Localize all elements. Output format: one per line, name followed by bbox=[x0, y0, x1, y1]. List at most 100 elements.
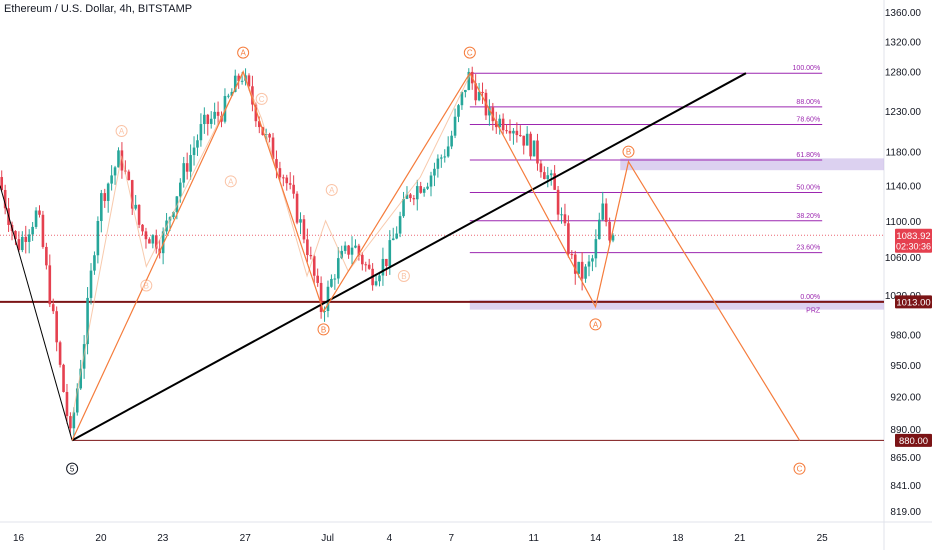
candle-body bbox=[505, 130, 508, 132]
candle-body bbox=[227, 95, 230, 97]
y-tick-label: 1100.00 bbox=[886, 217, 922, 228]
candle-body bbox=[532, 140, 536, 157]
current-price-tag-countdown: 02:30:36 bbox=[896, 241, 931, 251]
wave-label-circle bbox=[397, 269, 410, 282]
wave-label: B bbox=[140, 279, 153, 292]
wave-label-circle bbox=[140, 279, 153, 292]
candle-body bbox=[436, 158, 440, 169]
candle-body bbox=[385, 258, 388, 266]
x-tick-label: Jul bbox=[321, 533, 334, 544]
candle-body bbox=[556, 189, 560, 215]
candle-body bbox=[196, 140, 199, 148]
candle-body bbox=[237, 75, 240, 82]
candle-body bbox=[336, 258, 340, 279]
candle-body bbox=[319, 282, 323, 313]
wave-label: A bbox=[325, 183, 338, 196]
candle-body bbox=[543, 172, 546, 180]
candle-body bbox=[594, 239, 598, 259]
candle-body bbox=[282, 177, 285, 179]
wave-label-text: B bbox=[626, 148, 631, 157]
candle-body bbox=[326, 286, 330, 312]
candle-body bbox=[563, 214, 567, 224]
candle-body bbox=[100, 193, 103, 222]
candle-body bbox=[120, 150, 124, 171]
candle-body bbox=[374, 281, 378, 286]
candle-body bbox=[494, 121, 498, 128]
candle-body bbox=[522, 135, 526, 146]
candle-body bbox=[148, 239, 151, 244]
candle-body bbox=[440, 157, 443, 159]
support-price-tag: 1013.00 bbox=[896, 297, 930, 308]
candle-body bbox=[72, 412, 76, 429]
candle-body bbox=[378, 275, 381, 282]
candle-body bbox=[75, 388, 79, 413]
candle-body bbox=[48, 265, 52, 305]
wave-label-text: C bbox=[467, 49, 473, 58]
wave-label: C bbox=[255, 92, 268, 105]
candle-body bbox=[343, 245, 347, 251]
candle-body bbox=[58, 342, 62, 365]
x-tick-label: 18 bbox=[672, 533, 684, 544]
candle-body bbox=[560, 214, 563, 216]
y-tick-label: 1180.00 bbox=[886, 148, 922, 159]
wave-label-text: C bbox=[797, 465, 803, 474]
candle-body bbox=[450, 135, 453, 147]
candle-body bbox=[17, 239, 21, 251]
wave-label-circle bbox=[317, 323, 330, 336]
candle-body bbox=[295, 193, 299, 223]
candle-body bbox=[312, 256, 316, 276]
candle-body bbox=[257, 121, 261, 128]
candle-body bbox=[0, 177, 4, 190]
candle-body bbox=[79, 368, 83, 389]
fib-level-label: 23.60% bbox=[796, 245, 820, 252]
candle-body bbox=[206, 114, 210, 124]
wave-label: B bbox=[622, 145, 635, 158]
candle-body bbox=[457, 105, 460, 117]
fib-level-label: 38.20% bbox=[796, 213, 820, 220]
y-tick-label: 865.00 bbox=[890, 453, 921, 464]
wave-label: A bbox=[589, 318, 602, 331]
candle-body bbox=[350, 247, 354, 255]
candle-body bbox=[330, 278, 333, 287]
wave-label-circle bbox=[325, 183, 338, 196]
candle-body bbox=[460, 92, 464, 106]
candle-body bbox=[65, 391, 69, 417]
candle-body bbox=[529, 133, 532, 157]
candle-body bbox=[412, 198, 416, 200]
candle-body bbox=[391, 238, 395, 241]
candle-body bbox=[446, 146, 450, 157]
candle-body bbox=[24, 236, 28, 242]
candle-body bbox=[409, 194, 412, 199]
y-tick-label: 841.00 bbox=[890, 481, 921, 492]
candle-body bbox=[127, 171, 131, 181]
candle-body bbox=[182, 163, 186, 183]
candle-body bbox=[154, 235, 158, 249]
wave-label-circle bbox=[589, 318, 602, 331]
candle-body bbox=[117, 150, 120, 168]
candle-body bbox=[443, 156, 447, 158]
candle-body bbox=[137, 204, 141, 225]
wave-label-text: A bbox=[593, 320, 599, 329]
candle-body bbox=[381, 258, 385, 276]
candle-body bbox=[539, 163, 543, 173]
y-tick-label: 1230.00 bbox=[885, 107, 922, 118]
y-tick-label: 1060.00 bbox=[885, 253, 922, 264]
wave-label: A bbox=[237, 46, 250, 59]
candle-body bbox=[546, 175, 550, 180]
y-tick-label: 1140.00 bbox=[886, 182, 922, 193]
candle-body bbox=[357, 245, 361, 255]
candle-body bbox=[38, 210, 41, 215]
candle-body bbox=[213, 111, 216, 119]
candle-body bbox=[388, 240, 392, 266]
candle-body bbox=[134, 204, 137, 209]
impulse-line bbox=[0, 185, 73, 441]
candle-body bbox=[240, 80, 244, 82]
candle-body bbox=[34, 210, 38, 227]
fib-level-label: 61.80% bbox=[796, 152, 820, 159]
x-tick-label: 23 bbox=[157, 533, 169, 544]
candle-body bbox=[130, 180, 134, 209]
candle-body bbox=[179, 182, 182, 197]
candle-body bbox=[27, 234, 31, 242]
candle-body bbox=[364, 264, 368, 266]
